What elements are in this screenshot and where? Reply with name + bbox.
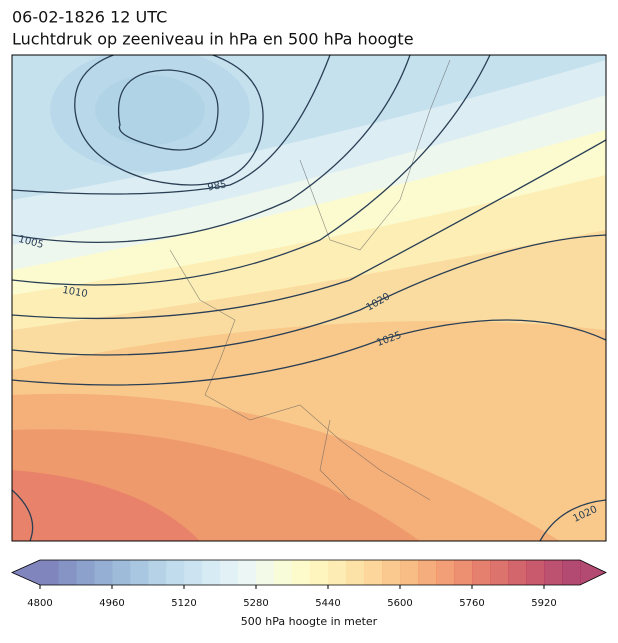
colorbar-segment: [130, 560, 149, 585]
colorbar-segment: [346, 560, 365, 585]
colorbar-segment: [310, 560, 329, 585]
colorbar-segment: [454, 560, 473, 585]
colorbar-segment: [382, 560, 401, 585]
colorbar-tick-label: 5280: [243, 598, 268, 609]
colorbar-segment: [328, 560, 347, 585]
colorbar-segment: [76, 560, 95, 585]
colorbar-segment: [526, 560, 545, 585]
colorbar-segment: [418, 560, 437, 585]
colorbar-tick-label: 5600: [387, 598, 412, 609]
contour-label: 1010: [61, 285, 88, 300]
colorbar-label: 500 hPa hoogte in meter: [241, 615, 378, 628]
map-area: [12, 55, 606, 541]
colorbar: 4800 4960 5120 5280 5440 5600 5760 5920: [11, 559, 607, 609]
colorbar-tick-label: 5440: [315, 598, 340, 609]
colorbar-segment: [508, 560, 527, 585]
colorbar-outline: [11, 559, 607, 586]
colorbar-segment: [400, 560, 419, 585]
colorbar-segment: [58, 560, 77, 585]
colorbar-tick-label: 5920: [531, 598, 556, 609]
map-title: Luchtdruk op zeeniveau in hPa en 500 hPa…: [12, 30, 414, 49]
colorbar-segment: [112, 560, 131, 585]
colorbar-segment: [238, 560, 257, 585]
contour-label: 985: [207, 179, 228, 193]
colorbar-segment: [94, 560, 113, 585]
colorbar-tick-label: 4960: [99, 598, 124, 609]
colorbar-segment: [490, 560, 509, 585]
colorbar-extend-high: [580, 560, 606, 585]
colorbar-extend-low: [12, 560, 40, 585]
map-frame: [11, 54, 607, 542]
colorbar-segment: [364, 560, 383, 585]
colorbar-tick-label: 5120: [171, 598, 196, 609]
colorbar-segment: [562, 560, 581, 585]
colorbar-segment: [166, 560, 185, 585]
colorbar-segment: [202, 560, 221, 585]
colorbar-segment: [436, 560, 455, 585]
colorbar-segment: [292, 560, 311, 585]
colorbar-segment: [40, 560, 59, 585]
colorbar-segment: [274, 560, 293, 585]
colorbar-segment: [256, 560, 275, 585]
colorbar-tick-label: 4800: [27, 598, 52, 609]
colorbar-segment: [472, 560, 491, 585]
colorbar-segment: [148, 560, 167, 585]
colorbar-tick-label: 5760: [459, 598, 484, 609]
colorbar-segment: [184, 560, 203, 585]
colorbar-segment: [220, 560, 239, 585]
map-date: 06-02-1826 12 UTC: [12, 8, 167, 27]
colorbar-segment: [544, 560, 563, 585]
